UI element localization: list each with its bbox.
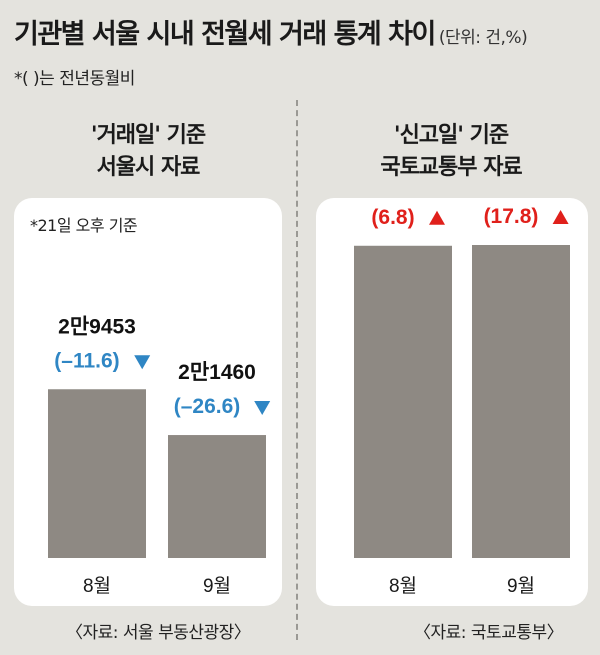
right-source: 〈자료: 국토교통부〉 xyxy=(414,623,564,643)
left-header-line1: '거래일' 기준 xyxy=(90,123,206,148)
bar xyxy=(48,389,146,558)
left-panel-header: '거래일' 기준 서울시 자료 xyxy=(13,120,283,184)
increase-triangle-icon xyxy=(552,210,569,224)
bar xyxy=(168,435,266,558)
decrease-triangle-icon xyxy=(254,401,271,416)
right-header-line1: '신고일' 기준 xyxy=(393,123,509,148)
right-panel-header: '신고일' 기준 국토교통부 자료 xyxy=(316,120,586,184)
left-chart: 2만9453 (–11.6) 8월 2만1460 (–26.6) 9월 xyxy=(48,315,271,597)
x-tick-label: 8월 xyxy=(83,575,111,597)
change-label: (17.8) xyxy=(484,205,539,228)
x-tick-label: 8월 xyxy=(389,575,417,597)
chart-title: 기관별 서울 시내 전월세 거래 통계 차이 (단위: 건,%) xyxy=(14,12,528,51)
increase-triangle-icon xyxy=(429,210,445,225)
change-label: (6.8) xyxy=(371,206,414,229)
bar xyxy=(354,245,452,559)
right-header-line2: 국토교통부 자료 xyxy=(380,155,522,180)
x-tick-label: 9월 xyxy=(203,575,231,597)
value-label: 2만1460 xyxy=(178,361,256,384)
title-text: 기관별 서울 시내 전월세 거래 통계 차이 xyxy=(14,19,436,50)
value-label: 2만9453 xyxy=(58,315,136,338)
change-label: (–11.6) xyxy=(54,349,119,372)
change-label: (–26.6) xyxy=(174,395,241,418)
panel-divider xyxy=(296,100,298,640)
decrease-triangle-icon xyxy=(134,355,151,370)
footnote: *( )는 전년동월비 xyxy=(14,69,135,89)
left-source: 〈자료: 서울 부동산광장〉 xyxy=(66,623,251,643)
bar xyxy=(472,245,570,558)
unit-label: (단위: 건,%) xyxy=(438,28,528,48)
left-box-note: *21일 오후 기준 xyxy=(30,216,138,235)
left-header-line2: 서울시 자료 xyxy=(96,155,201,180)
x-tick-label: 9월 xyxy=(507,575,535,597)
right-chart: 5만4498(6.8)8월5만4632(17.8)9월 xyxy=(354,205,570,597)
